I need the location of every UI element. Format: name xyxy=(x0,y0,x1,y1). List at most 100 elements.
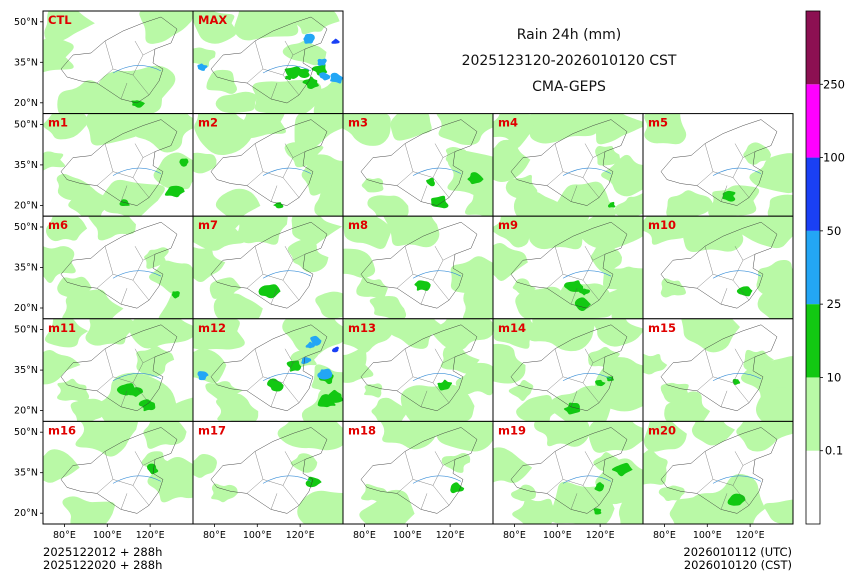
member-label: m11 xyxy=(48,321,76,335)
province-border xyxy=(284,348,294,363)
province-border xyxy=(104,246,150,301)
province-border xyxy=(246,171,264,186)
panel-m10 xyxy=(643,216,793,319)
panel-m2 xyxy=(193,113,343,217)
panel-m5 xyxy=(643,113,793,217)
rain-moderate-area xyxy=(593,462,633,515)
country-border xyxy=(660,119,778,206)
province-border xyxy=(96,274,114,289)
panel-grid: CTL MAX m1 m2 m3 m4 m5 m6 m7 m8 m9 m10 m11 m12 m13 m14 m… xyxy=(42,10,794,525)
province-border xyxy=(546,274,564,289)
rain-heavy-area xyxy=(197,335,339,381)
river xyxy=(112,475,162,484)
lon-tick-label: 80°E xyxy=(203,530,226,541)
member-label: MAX xyxy=(198,13,227,27)
province-border xyxy=(396,479,414,494)
country-border xyxy=(510,324,628,412)
lon-tick-label: 120°E xyxy=(586,530,615,541)
province-border xyxy=(704,246,750,301)
rain-light-area xyxy=(643,318,793,422)
rain-light-area xyxy=(193,216,343,319)
rain-moderate-area xyxy=(305,476,322,488)
rain-moderate-area xyxy=(414,280,431,291)
province-border xyxy=(734,451,744,466)
panel-m16 xyxy=(43,421,193,524)
rain-moderate-area xyxy=(116,383,156,412)
rain-light-area xyxy=(43,11,193,114)
panel-frame xyxy=(642,420,794,525)
rain-moderate-area xyxy=(171,291,180,299)
footer-init: 2025122012 + 288h 2025122020 + 288h xyxy=(43,546,162,572)
lat-tick-label: 35°N xyxy=(14,365,38,376)
province-border xyxy=(584,143,594,158)
country-border xyxy=(210,119,328,206)
lat-tick-label: 20°N xyxy=(14,303,38,314)
panel-m7 xyxy=(193,216,343,319)
rain-light-area xyxy=(343,113,493,217)
province-border xyxy=(546,171,564,186)
province-border xyxy=(434,348,444,363)
province-border xyxy=(584,451,594,466)
member-label: m5 xyxy=(648,116,668,130)
province-border xyxy=(546,479,564,494)
lat-tick-label: 50°N xyxy=(14,427,38,438)
country-border xyxy=(360,221,478,309)
colorbar-label: 100 xyxy=(823,151,845,165)
lon-tick-label: 100°E xyxy=(243,530,272,541)
province-border xyxy=(284,451,294,466)
member-label: m17 xyxy=(198,423,226,437)
province-border xyxy=(96,479,114,494)
province-border xyxy=(120,493,128,510)
lat-tick-label: 35°N xyxy=(14,160,38,171)
rain-light-area xyxy=(43,421,193,524)
country-border xyxy=(660,324,778,412)
river xyxy=(562,270,612,279)
province-border xyxy=(284,143,294,158)
member-label: m13 xyxy=(348,321,376,335)
province-border xyxy=(434,451,444,466)
panel-m9 xyxy=(493,216,643,319)
province-border xyxy=(270,493,278,510)
lon-tick-label: 80°E xyxy=(53,530,76,541)
province-border xyxy=(734,348,744,363)
country-border xyxy=(210,427,328,514)
panel-m20 xyxy=(643,421,793,524)
river xyxy=(712,270,762,279)
chart-title: Rain 24h (mm) xyxy=(516,27,622,43)
rain-moderate-area xyxy=(736,286,753,297)
lat-tick-label: 35°N xyxy=(14,57,38,68)
province-border xyxy=(246,274,264,289)
lon-tick-label: 100°E xyxy=(393,530,422,541)
panel-m15 xyxy=(643,318,793,422)
province-border xyxy=(104,40,150,96)
province-border xyxy=(720,288,728,305)
river xyxy=(262,373,312,382)
chart-model: CMA-GEPS xyxy=(532,79,606,95)
colorbar-label: 10 xyxy=(827,370,842,384)
panel-m14 xyxy=(493,318,643,422)
river xyxy=(412,167,462,176)
rain-moderate-area xyxy=(119,158,189,206)
province-border xyxy=(270,82,278,100)
country-border xyxy=(660,427,778,514)
panel-m4 xyxy=(493,113,643,217)
panel-m8 xyxy=(343,216,493,319)
river xyxy=(562,373,612,382)
country-border xyxy=(660,221,778,309)
rain-light-area xyxy=(193,11,343,114)
lon-tick-label: 120°E xyxy=(136,530,165,541)
province-border xyxy=(104,348,150,403)
footer-init-line1: 2025122012 + 288h xyxy=(43,545,163,559)
lon-tick-label: 100°E xyxy=(693,530,722,541)
member-label: m3 xyxy=(348,116,368,130)
lon-tick-label: 120°E xyxy=(286,530,315,541)
rain-moderate-area xyxy=(607,201,616,208)
colorbar: 0.1 10 25 50 100 250 xyxy=(805,10,845,525)
province-border xyxy=(134,451,144,466)
province-border xyxy=(554,143,600,198)
province-border xyxy=(254,451,300,506)
lat-tick-label: 20°N xyxy=(14,406,38,417)
province-border xyxy=(696,376,714,391)
province-border xyxy=(396,274,414,289)
